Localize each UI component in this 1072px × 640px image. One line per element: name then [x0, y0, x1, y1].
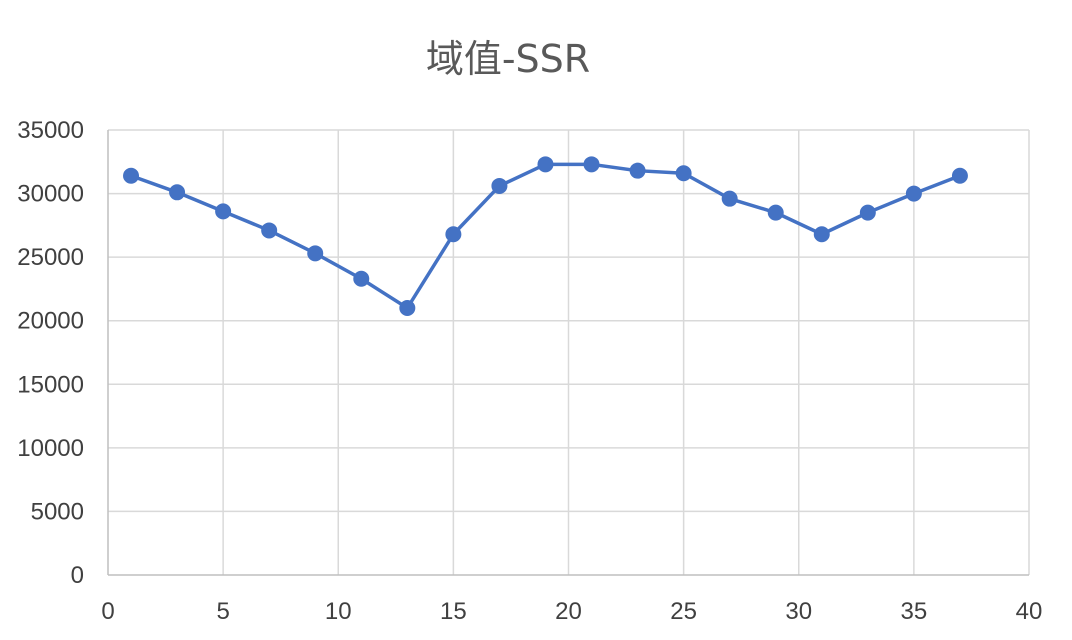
data-point [169, 184, 186, 201]
x-tick-label: 40 [1016, 598, 1043, 625]
data-point [859, 204, 876, 221]
data-point [721, 190, 738, 207]
data-point [215, 203, 232, 220]
y-tick-label: 15000 [17, 371, 84, 398]
axes [107, 130, 1029, 576]
x-tick-label: 25 [670, 598, 697, 625]
y-tick-label: 5000 [31, 498, 84, 525]
grid [108, 129, 1030, 575]
y-tick-label: 25000 [17, 244, 84, 271]
x-tick-label: 0 [101, 598, 114, 625]
data-point [629, 162, 646, 179]
x-tick-label: 35 [901, 598, 928, 625]
x-tick-label: 10 [325, 598, 352, 625]
chart-title: 域值-SSR [426, 37, 590, 81]
data-point [951, 167, 968, 184]
data-point [767, 204, 784, 221]
data-point [399, 300, 416, 316]
x-tick-label: 30 [785, 598, 812, 625]
data-point [491, 177, 508, 194]
data-point [123, 167, 140, 184]
x-tick-label: 15 [440, 598, 467, 625]
y-tick-label: 10000 [17, 435, 84, 462]
data-point [537, 156, 554, 173]
data-point [905, 185, 922, 202]
data-point [445, 226, 462, 243]
series-line [129, 162, 962, 310]
data-point [813, 226, 830, 243]
data-point [261, 222, 278, 239]
y-tick-label: 20000 [17, 308, 84, 335]
x-tick-label: 20 [555, 598, 582, 625]
y-tick-label: 35000 [17, 117, 84, 144]
y-tick-label: 0 [71, 562, 84, 589]
data-point [307, 245, 324, 262]
y-tick-label: 30000 [17, 181, 84, 208]
data-series [123, 156, 968, 316]
tick-labels: 0 5000 10000 15000 20000 25000 30000 35000 0 5 10 1… [17, 117, 1042, 625]
data-point [353, 270, 370, 287]
x-tick-label: 5 [216, 598, 229, 625]
data-point [583, 156, 600, 173]
data-point [675, 165, 692, 182]
